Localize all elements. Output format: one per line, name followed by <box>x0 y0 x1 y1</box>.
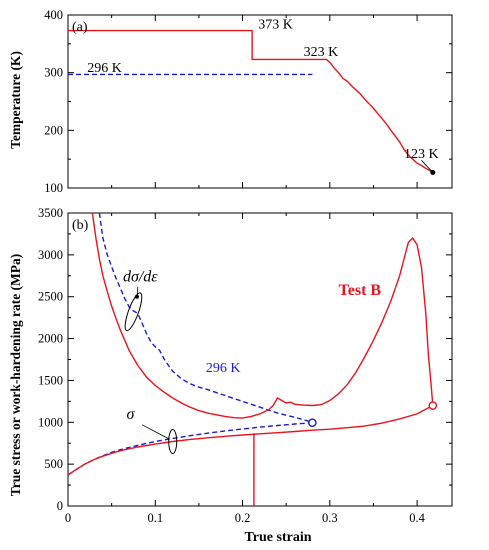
y-tick-label-a: 200 <box>44 123 63 137</box>
x-tick-label: 0.1 <box>147 511 163 525</box>
leader-line-123k <box>421 160 434 173</box>
leader-line-sigma <box>141 424 170 440</box>
panel-label-a: (a) <box>72 20 88 35</box>
end-point-circle-marker <box>308 418 317 428</box>
annotation-a-3: 123 K <box>404 147 439 162</box>
y-tick-label-b: 3500 <box>38 206 63 220</box>
y-tick-label-a: 300 <box>44 66 63 80</box>
annotation-a-1: 323 K <box>304 45 339 60</box>
series-line-b-1 <box>67 422 313 476</box>
y-tick-label-a: 100 <box>44 181 63 195</box>
panel-a-temperature: 100 200 300 400 (a) 373 K 323 K 296 K 123 K <box>44 8 453 195</box>
annotation-b-0: Test B <box>339 282 382 299</box>
plot-frame-a <box>67 14 453 189</box>
end-point-circle-marker <box>428 401 438 410</box>
annotation-ellipse-dsde <box>124 292 143 332</box>
series-line-a-0 <box>68 29 434 173</box>
x-axis-label: True strain <box>244 530 311 545</box>
x-tick-label: 0.3 <box>322 511 338 525</box>
panel-b-stress: 0 500 1000 1500 2000 2500 3000 3500 0 0.1 0.2 0.3 0.… <box>38 206 453 525</box>
annotation-ellipse-sigma <box>168 429 178 455</box>
y-tick-label-b: 0 <box>57 499 63 513</box>
y-axis-label-a: Temperature (K) <box>8 51 23 149</box>
y-tick-label-a: 400 <box>44 8 63 22</box>
annotation-a-2: 296 K <box>87 61 122 76</box>
plot-frame-b <box>67 212 453 507</box>
annotation-a-0: 373 K <box>258 17 293 32</box>
leader-dot-dsde <box>134 294 139 299</box>
panel-label-b: (b) <box>72 218 89 233</box>
annotation-b-2: dσ/dε <box>123 269 158 286</box>
annotation-b-3: σ <box>126 406 135 423</box>
y-tick-label-b: 2000 <box>38 332 63 346</box>
x-tick-label: 0 <box>65 511 71 525</box>
y-tick-label-b: 3000 <box>38 248 63 262</box>
series-line-b-0 <box>98 212 313 423</box>
y-tick-label-b: 500 <box>44 457 63 471</box>
series-line-b-2 <box>67 404 434 476</box>
x-tick-label: 0.4 <box>409 511 425 525</box>
y-tick-label-b: 2500 <box>38 290 63 304</box>
x-tick-label: 0.2 <box>235 511 251 525</box>
y-tick-label-b: 1000 <box>38 415 63 429</box>
annotation-b-1: 296 K <box>206 361 241 376</box>
y-axis-label-b: True stress or work-hardening rate (MPa) <box>8 254 23 497</box>
series-line-b-3 <box>91 212 434 419</box>
y-tick-label-b: 1500 <box>38 373 63 387</box>
